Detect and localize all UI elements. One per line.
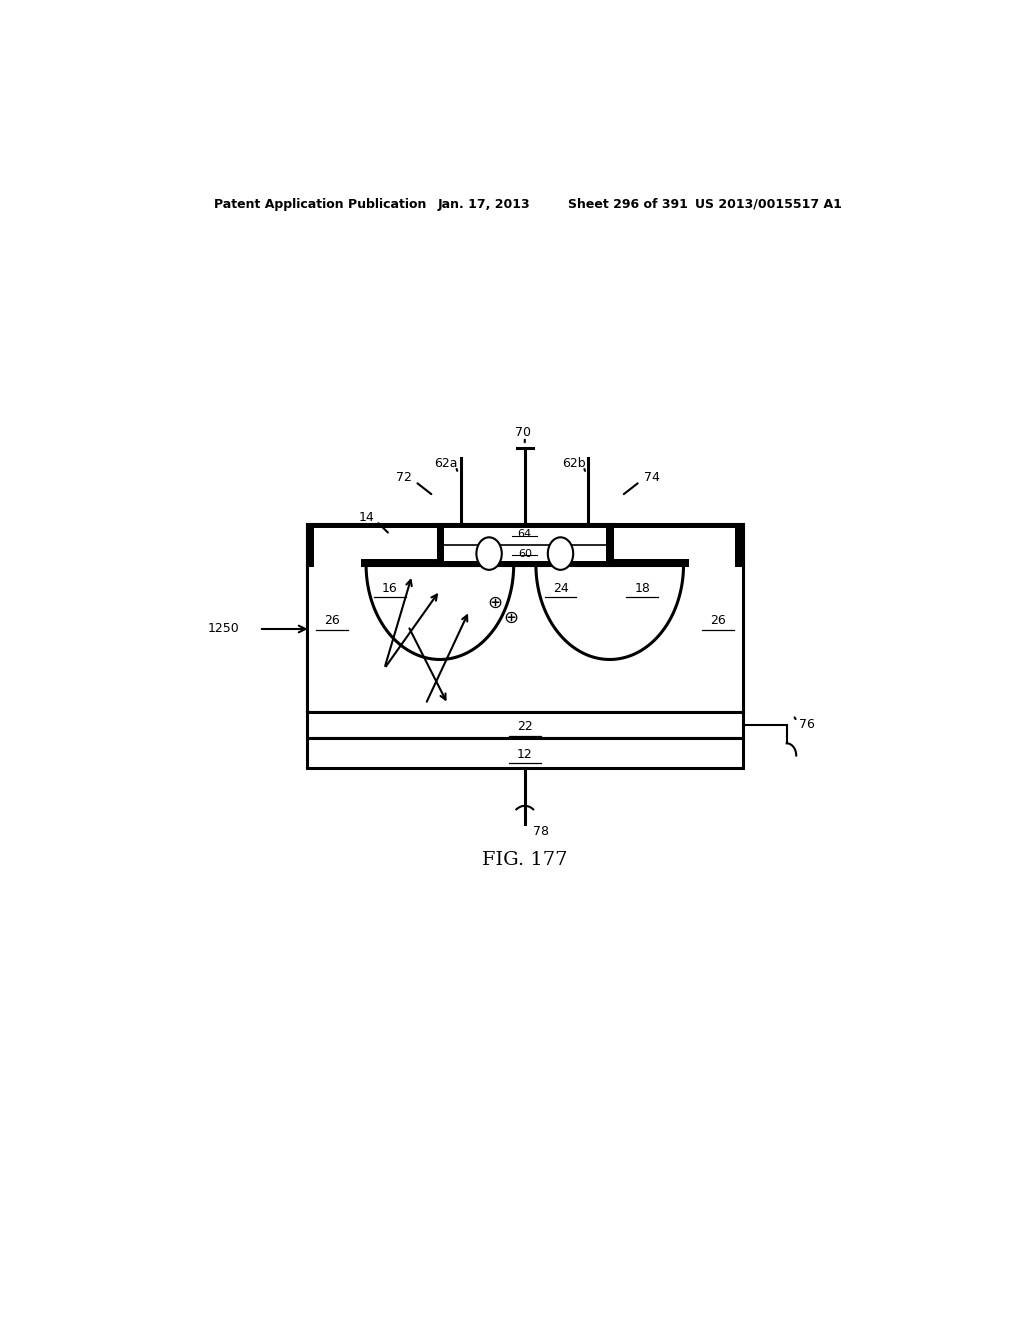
Text: US 2013/0015517 A1: US 2013/0015517 A1 [695, 198, 843, 211]
Bar [306, 713, 743, 738]
Text: 1250: 1250 [207, 623, 240, 635]
Text: 62a: 62a [434, 457, 457, 470]
Text: ⊕: ⊕ [503, 609, 518, 627]
Text: 26: 26 [324, 614, 340, 627]
Circle shape [476, 537, 502, 570]
Bar [306, 524, 365, 713]
Text: 14: 14 [358, 511, 374, 524]
Bar [306, 565, 743, 713]
Text: 60: 60 [518, 549, 531, 558]
Text: 72: 72 [396, 471, 412, 484]
Bar [689, 529, 735, 708]
Text: 26: 26 [710, 614, 726, 627]
Text: 62b: 62b [562, 457, 586, 470]
Text: 76: 76 [799, 718, 814, 731]
Text: 74: 74 [644, 471, 659, 484]
Text: 18: 18 [634, 582, 650, 595]
Text: 24: 24 [553, 582, 568, 595]
Bar [306, 524, 743, 565]
Bar [685, 524, 743, 713]
Text: 22: 22 [517, 721, 532, 733]
Text: 16: 16 [382, 582, 397, 595]
Bar [443, 545, 606, 561]
Bar [306, 738, 743, 768]
Bar [314, 528, 735, 558]
Circle shape [548, 537, 573, 570]
Bar [443, 528, 606, 545]
Text: Patent Application Publication: Patent Application Publication [214, 198, 426, 211]
Bar [314, 529, 360, 708]
Text: 64: 64 [518, 529, 531, 540]
Text: FIG. 177: FIG. 177 [482, 850, 567, 869]
Text: ⊕: ⊕ [487, 594, 502, 611]
Text: Jan. 17, 2013: Jan. 17, 2013 [437, 198, 530, 211]
Text: 78: 78 [532, 825, 549, 838]
Bar [437, 524, 612, 565]
Text: Sheet 296 of 391: Sheet 296 of 391 [568, 198, 688, 211]
Text: 12: 12 [517, 747, 532, 760]
Text: 70: 70 [515, 426, 531, 440]
